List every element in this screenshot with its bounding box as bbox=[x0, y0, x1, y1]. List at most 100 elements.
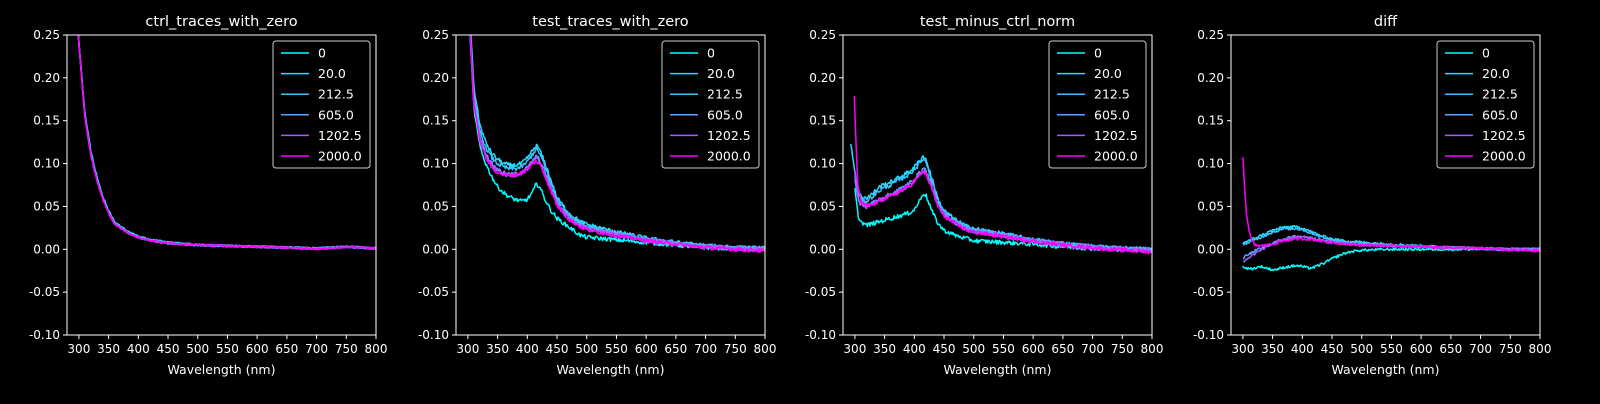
legend-label: 0 bbox=[707, 46, 715, 61]
y-tick-label: -0.10 bbox=[1193, 328, 1224, 342]
x-tick-label: 650 bbox=[1439, 342, 1462, 356]
x-tick-label: 700 bbox=[1469, 342, 1492, 356]
y-tick-label: 0.20 bbox=[33, 71, 60, 85]
x-tick-label: 400 bbox=[903, 342, 926, 356]
x-tick-label: 350 bbox=[1261, 342, 1284, 356]
legend-label: 2000.0 bbox=[1094, 149, 1138, 164]
legend-label: 20.0 bbox=[1094, 66, 1122, 81]
legend-label: 20.0 bbox=[707, 66, 735, 81]
legend-label: 605.0 bbox=[707, 107, 743, 122]
series-group bbox=[469, 35, 765, 254]
x-tick-label: 550 bbox=[605, 342, 628, 356]
x-tick-label: 400 bbox=[1291, 342, 1314, 356]
chart-panel-4: diff 300 350 400 450 500 550 600 650 700 750 800 -0.… bbox=[1193, 14, 1552, 377]
legend-label: 0 bbox=[318, 46, 326, 61]
legend-label: 0 bbox=[1482, 46, 1490, 61]
x-tick-label: 350 bbox=[486, 342, 509, 356]
y-tick-label: -0.05 bbox=[1193, 285, 1224, 299]
x-tick-label: 750 bbox=[1111, 342, 1134, 356]
y-tick-label: 0.00 bbox=[422, 242, 449, 256]
legend-label: 1202.5 bbox=[318, 128, 362, 143]
axes-frame bbox=[842, 34, 1153, 336]
legend-box bbox=[272, 40, 371, 169]
x-tick-label: 400 bbox=[127, 342, 150, 356]
legend-label: 2000.0 bbox=[707, 149, 751, 164]
x-tick-label: 800 bbox=[1529, 342, 1552, 356]
y-tick-label: 0.10 bbox=[33, 157, 60, 171]
y-tick-label: 0.25 bbox=[422, 28, 449, 42]
x-tick-label: 750 bbox=[1499, 342, 1522, 356]
y-tick-label: 0.25 bbox=[1197, 28, 1224, 42]
x-tick-label: 350 bbox=[97, 342, 120, 356]
x-tick-label: 700 bbox=[1081, 342, 1104, 356]
y-tick-label: -0.05 bbox=[29, 285, 60, 299]
x-tick-label: 500 bbox=[186, 342, 209, 356]
x-tick-label: 700 bbox=[694, 342, 717, 356]
series-group bbox=[1242, 157, 1540, 272]
y-tick-label: 0.15 bbox=[809, 114, 836, 128]
x-tick-label: 650 bbox=[664, 342, 687, 356]
y-tick-label: 0.05 bbox=[809, 199, 836, 213]
y-tick-label: 0.00 bbox=[33, 242, 60, 256]
chart-title: test_minus_ctrl_norm bbox=[920, 14, 1075, 30]
x-tick-label: 450 bbox=[1321, 342, 1344, 356]
y-tick-label: 0.15 bbox=[1197, 114, 1224, 128]
x-tick-label: 550 bbox=[216, 342, 239, 356]
x-tick-label: 400 bbox=[516, 342, 539, 356]
x-tick-label: 800 bbox=[1141, 342, 1164, 356]
x-tick-label: 750 bbox=[724, 342, 747, 356]
chart-title: diff bbox=[1374, 14, 1398, 30]
legend-label: 605.0 bbox=[1094, 107, 1130, 122]
legend-label: 212.5 bbox=[1094, 87, 1130, 102]
y-tick-label: 0.00 bbox=[809, 242, 836, 256]
chart-title: test_traces_with_zero bbox=[532, 14, 689, 30]
legend-box bbox=[661, 40, 760, 169]
x-tick-label: 300 bbox=[456, 342, 479, 356]
x-tick-label: 800 bbox=[754, 342, 777, 356]
chart-title: ctrl_traces_with_zero bbox=[145, 14, 297, 30]
x-tick-label: 550 bbox=[992, 342, 1015, 356]
legend-label: 1202.5 bbox=[1482, 128, 1526, 143]
x-tick-label: 300 bbox=[843, 342, 866, 356]
y-tick-label: -0.05 bbox=[805, 285, 836, 299]
x-axis-label: Wavelength (nm) bbox=[1332, 362, 1440, 377]
legend-label: 2000.0 bbox=[318, 149, 362, 164]
x-tick-label: 500 bbox=[962, 342, 985, 356]
y-tick-label: 0.05 bbox=[422, 199, 449, 213]
x-tick-label: 450 bbox=[546, 342, 569, 356]
axes-frame bbox=[66, 34, 377, 336]
y-tick-label: 0.15 bbox=[422, 114, 449, 128]
x-tick-label: 500 bbox=[575, 342, 598, 356]
legend-label: 605.0 bbox=[318, 107, 354, 122]
legend-label: 20.0 bbox=[1482, 66, 1510, 81]
x-tick-label: 600 bbox=[1022, 342, 1045, 356]
y-tick-label: -0.10 bbox=[29, 328, 60, 342]
y-tick-label: 0.15 bbox=[33, 114, 60, 128]
y-tick-label: 0.25 bbox=[809, 28, 836, 42]
x-tick-label: 450 bbox=[933, 342, 956, 356]
x-tick-label: 300 bbox=[1231, 342, 1254, 356]
axes-frame bbox=[455, 34, 766, 336]
y-tick-label: 0.20 bbox=[1197, 71, 1224, 85]
y-tick-label: 0.10 bbox=[422, 157, 449, 171]
legend-label: 20.0 bbox=[318, 66, 346, 81]
legend-label: 212.5 bbox=[707, 87, 743, 102]
axes-frame bbox=[1230, 34, 1541, 336]
series-group bbox=[77, 35, 376, 251]
x-tick-label: 450 bbox=[157, 342, 180, 356]
legend-box bbox=[1048, 40, 1147, 169]
x-tick-label: 650 bbox=[1051, 342, 1074, 356]
y-tick-label: 0.05 bbox=[33, 199, 60, 213]
legend-label: 605.0 bbox=[1482, 107, 1518, 122]
legend-box bbox=[1436, 40, 1535, 169]
x-axis-label: Wavelength (nm) bbox=[944, 362, 1052, 377]
x-tick-label: 650 bbox=[275, 342, 298, 356]
series-group bbox=[849, 95, 1152, 255]
y-tick-label: 0.10 bbox=[1197, 157, 1224, 171]
legend-label: 1202.5 bbox=[707, 128, 751, 143]
y-tick-label: -0.05 bbox=[418, 285, 449, 299]
x-tick-label: 300 bbox=[67, 342, 90, 356]
x-tick-label: 700 bbox=[305, 342, 328, 356]
chart-panel-3: test_minus_ctrl_norm 300 350 400 450 500 550 60… bbox=[805, 14, 1164, 377]
